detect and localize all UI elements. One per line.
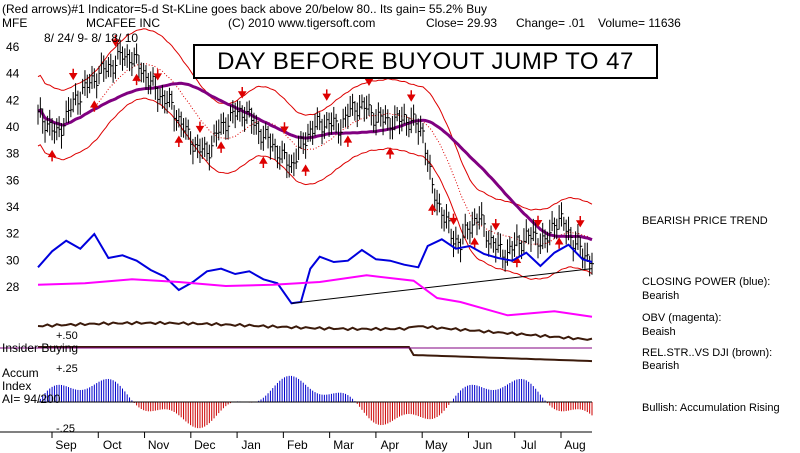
buy-arrow-icon <box>216 141 226 153</box>
buy-arrow-icon <box>90 100 99 112</box>
buy-arrow-icon <box>132 73 141 86</box>
insider-buying-label: Insider Buying <box>2 341 79 355</box>
buy-arrow-icon <box>554 237 564 249</box>
x-tick-label: Oct <box>103 438 122 452</box>
ai-label: AI= 94/200 <box>2 392 61 406</box>
sell-arrow-icon <box>322 89 332 101</box>
y-tick-label: 34 <box>6 200 20 214</box>
x-tick-label: May <box>425 438 448 452</box>
relative-strength-line <box>37 320 593 341</box>
x-tick-label: Aug <box>564 438 585 452</box>
plus25-label: +.25 <box>56 363 78 375</box>
y-tick-label: 30 <box>6 253 20 267</box>
plus50-label: +.50 <box>56 330 78 342</box>
indicator-description: (Red arrows)#1 Indicator=5-d St-KLine go… <box>2 2 487 16</box>
x-tick-label: Jan <box>241 438 260 452</box>
buy-arrow-icon <box>385 147 395 159</box>
index-label: Index <box>2 379 32 393</box>
accum-label: Accum <box>2 366 39 380</box>
closing-power-line <box>37 232 593 305</box>
minus25-label: -.25 <box>56 423 75 435</box>
x-tick-label: Nov <box>148 438 169 452</box>
y-tick-label: 40 <box>6 120 20 134</box>
sell-arrow-icon <box>153 69 163 81</box>
copyright: (C) 2010 www.tigersoft.com <box>228 16 376 30</box>
x-tick-label: Jun <box>473 438 492 452</box>
y-tick-label: 46 <box>6 40 20 54</box>
company-name: MCAFEE INC <box>86 16 161 30</box>
sell-arrow-icon <box>68 68 78 81</box>
x-tick-label: Mar <box>333 438 354 452</box>
obv-label: OBV (magenta): <box>642 312 722 324</box>
sell-arrow-icon <box>449 213 458 226</box>
x-tick-label: Jul <box>521 438 536 452</box>
buy-arrow-icon <box>343 135 353 147</box>
buy-arrow-icon <box>174 135 184 148</box>
relstr-label: REL.STR..VS DJI (brown): <box>642 347 773 359</box>
volume-value: Volume= 11636 <box>598 16 681 30</box>
sell-arrow-icon <box>111 35 120 47</box>
sell-arrow-icon <box>280 122 289 134</box>
buy-arrow-icon <box>47 149 57 162</box>
x-tick-label: Feb <box>287 438 308 452</box>
mid-band-line <box>37 62 593 246</box>
y-tick-label: 28 <box>6 280 20 294</box>
sell-arrow-icon <box>575 215 585 228</box>
y-tick-label: 38 <box>6 147 20 161</box>
trend-label: BEARISH PRICE TREND <box>642 215 768 227</box>
x-tick-label: Dec <box>194 438 215 452</box>
sell-arrow-icon <box>533 215 543 228</box>
y-tick-label: 32 <box>6 227 20 241</box>
accumulation-status: Bullish: Accumulation Rising <box>642 402 780 414</box>
sell-arrow-icon <box>237 87 247 99</box>
trend-line <box>291 268 593 304</box>
insider-buying-line <box>38 346 593 363</box>
sell-arrow-icon <box>195 121 205 134</box>
x-tick-label: Sep <box>55 438 77 452</box>
change-value: Change= .01 <box>516 16 586 30</box>
sell-arrow-icon <box>406 90 416 102</box>
relstr-status: Bearish <box>642 360 680 372</box>
buy-arrow-icon <box>301 164 310 176</box>
ticker-label: MFE <box>2 16 28 30</box>
lower-band-line <box>37 97 593 280</box>
close-value: Close= 29.93 <box>426 16 498 30</box>
obv-status: Beaish <box>642 326 676 338</box>
closing-power-label: CLOSING POWER (blue): <box>642 276 771 288</box>
y-tick-label: 36 <box>6 173 20 187</box>
buy-arrow-icon <box>428 203 437 215</box>
closing-power-status: Bearish <box>642 290 680 302</box>
y-tick-label: 44 <box>6 67 20 81</box>
sell-arrow-icon <box>491 219 501 231</box>
date-range: 8/ 24/ 9- 8/ 18/ 10 <box>44 31 139 45</box>
x-tick-label: Apr <box>381 438 400 452</box>
headline-box: DAY BEFORE BUYOUT JUMP TO 47 <box>193 44 658 79</box>
obv-line <box>37 274 593 318</box>
buy-arrow-icon <box>259 156 268 168</box>
y-tick-label: 42 <box>6 93 20 107</box>
moving-average-line <box>37 81 593 242</box>
